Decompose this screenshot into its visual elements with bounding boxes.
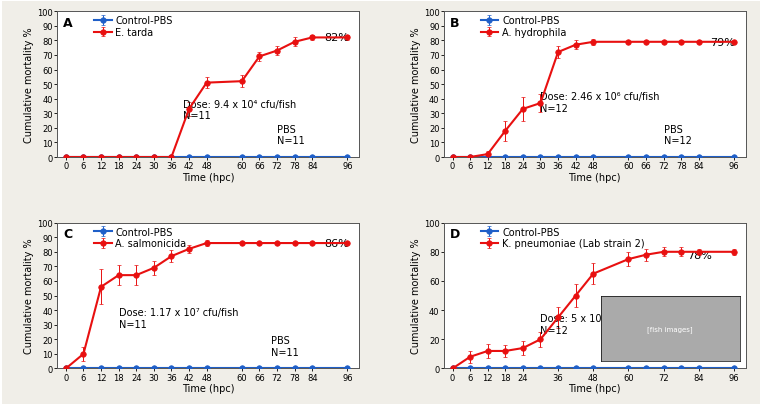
Y-axis label: Cumulative mortality %: Cumulative mortality % [24,238,34,354]
Legend: Control-PBS, K. pneumoniae (Lab strain 2): Control-PBS, K. pneumoniae (Lab strain 2… [479,225,647,251]
Legend: Control-PBS, A. hydrophila: Control-PBS, A. hydrophila [479,14,568,40]
Legend: Control-PBS, A. salmonicida: Control-PBS, A. salmonicida [92,225,189,251]
Legend: Control-PBS, E. tarda: Control-PBS, E. tarda [92,14,175,40]
X-axis label: Time (hpc): Time (hpc) [182,172,234,182]
Text: C: C [63,228,72,241]
Y-axis label: Cumulative mortality %: Cumulative mortality % [411,238,421,354]
Text: PBS
N=11: PBS N=11 [277,124,304,146]
X-axis label: Time (hpc): Time (hpc) [182,383,234,393]
Y-axis label: Cumulative mortality %: Cumulative mortality % [411,27,421,143]
Text: Dose: 9.4 x 10⁴ cfu/fish
N=11: Dose: 9.4 x 10⁴ cfu/fish N=11 [183,100,297,121]
Text: 86%: 86% [324,239,349,248]
Text: PBS
N=12: PBS N=12 [658,335,686,357]
Text: Dose: 2.46 x 10⁶ cfu/fish
N=12: Dose: 2.46 x 10⁶ cfu/fish N=12 [540,92,660,114]
Y-axis label: Cumulative mortality %: Cumulative mortality % [24,27,34,143]
Text: Dose: 1.17 x 10⁷ cfu/fish
N=11: Dose: 1.17 x 10⁷ cfu/fish N=11 [119,307,238,329]
Text: 79%: 79% [711,38,735,48]
Text: A: A [63,17,73,30]
Text: B: B [450,17,459,30]
X-axis label: Time (hpc): Time (hpc) [568,383,621,393]
Text: 78%: 78% [687,250,712,260]
Text: Dose: 5 x 10⁶ cfu/fish
N=12: Dose: 5 x 10⁶ cfu/fish N=12 [540,313,645,335]
Text: D: D [450,228,460,241]
Text: PBS
N=11: PBS N=11 [271,335,299,357]
Text: PBS
N=12: PBS N=12 [664,124,692,146]
Text: 82%: 82% [324,33,349,43]
X-axis label: Time (hpc): Time (hpc) [568,172,621,182]
